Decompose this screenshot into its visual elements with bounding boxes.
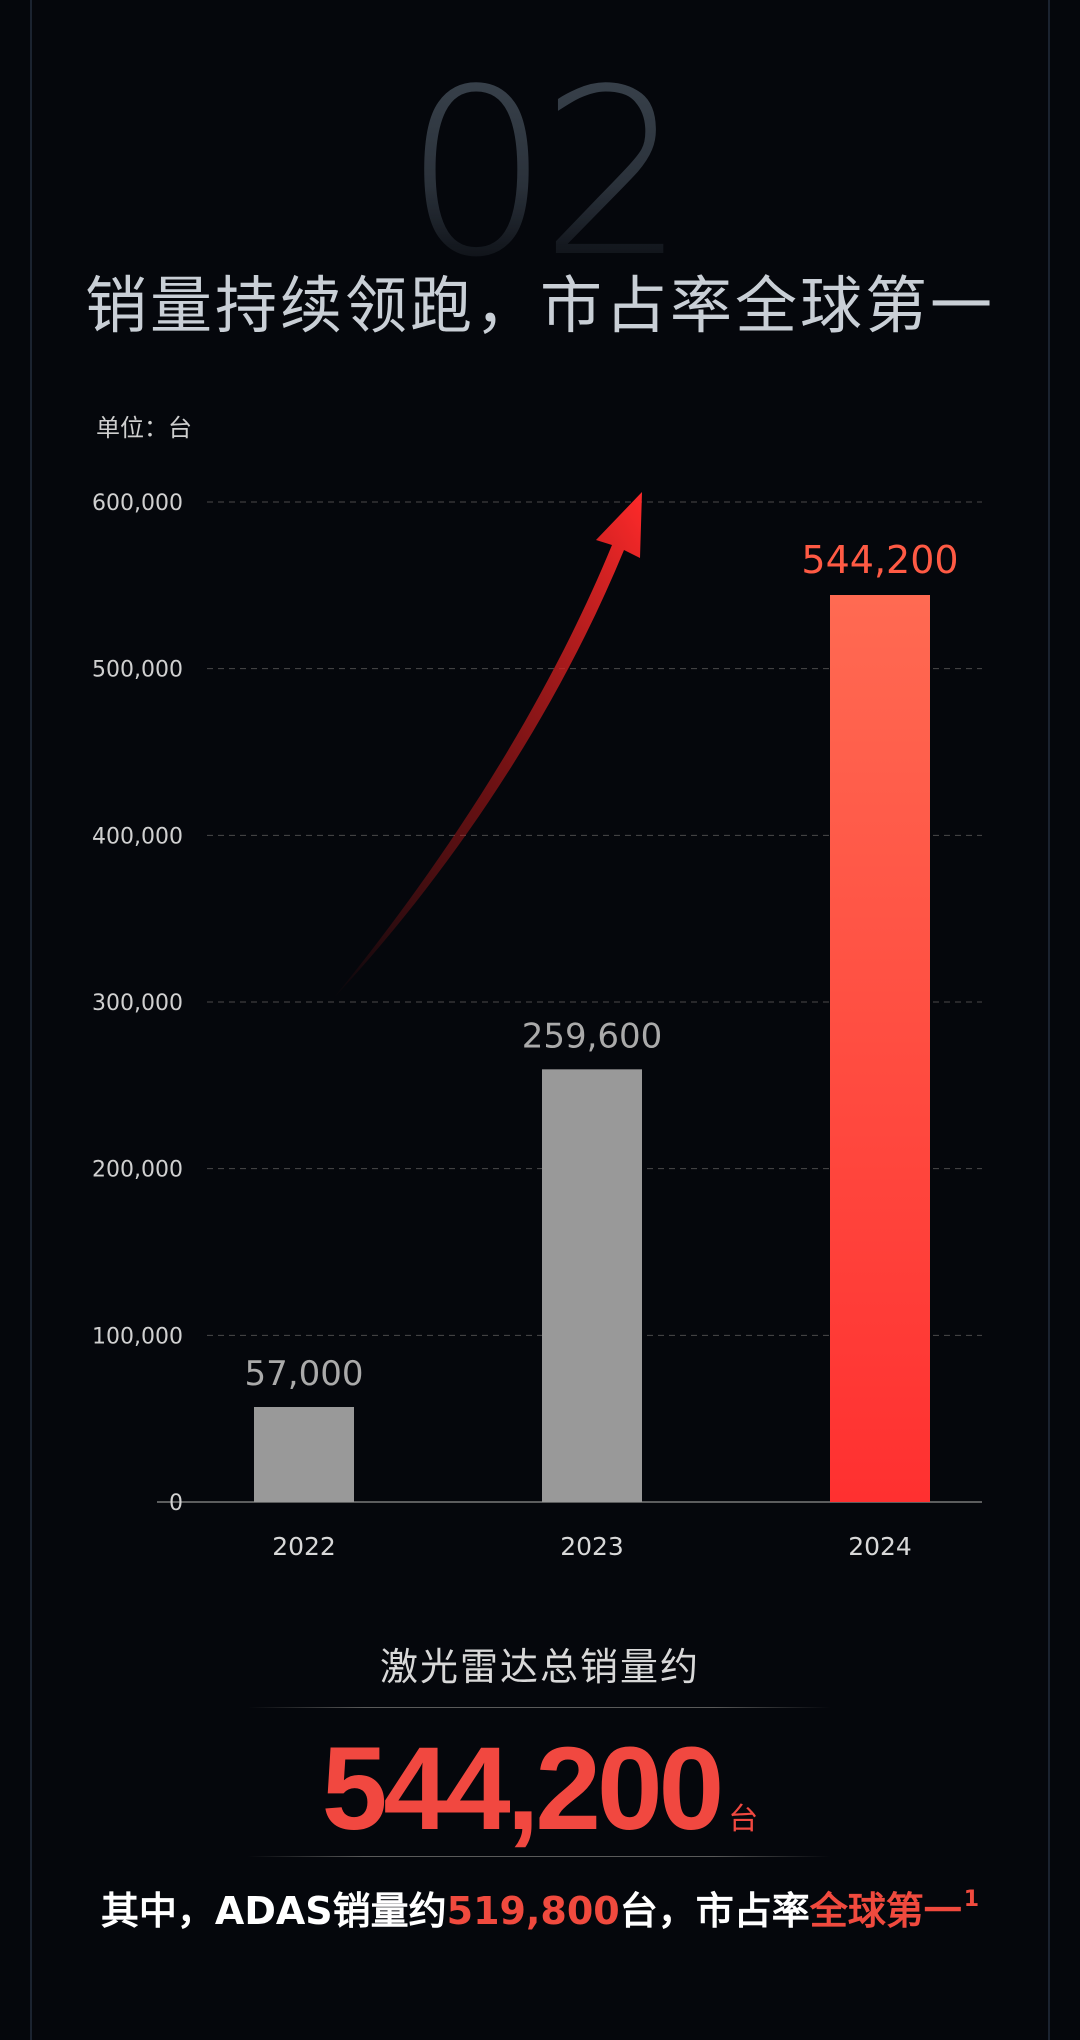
frame-line-right — [1048, 0, 1050, 2040]
unit-label: 单位：台 — [96, 414, 192, 442]
total-sales-value: 544,200 — [321, 1723, 725, 1855]
note-prefix: 其中，ADAS销量约 — [100, 1889, 447, 1933]
total-sales: 544,200 台 — [0, 1730, 1080, 1848]
headline: 销量持续领跑，市占率全球第一 — [84, 269, 995, 342]
y-tick-label: 500,000 — [92, 658, 183, 683]
y-tick-label: 200,000 — [92, 1158, 183, 1183]
summary-divider-top — [248, 1707, 830, 1708]
frame-line-left — [30, 0, 32, 2040]
section-number: 02 — [0, 60, 1080, 290]
summary-label: 激光雷达总销量约 — [379, 1645, 700, 1689]
y-tick-label: 400,000 — [92, 824, 183, 849]
note-mid: 台，市占率 — [619, 1889, 810, 1933]
summary-divider-bottom — [248, 1856, 830, 1857]
note-highlight: 全球第一 — [809, 1889, 962, 1933]
bar-2023 — [542, 1069, 642, 1502]
y-tick-label: 0 — [169, 1491, 183, 1516]
value-label-2024: 544,200 — [801, 538, 958, 582]
x-tick-label: 2022 — [272, 1532, 336, 1561]
x-tick-label: 2023 — [560, 1532, 624, 1561]
note-footnote: 1 — [963, 1887, 980, 1912]
note-value: 519,800 — [446, 1889, 620, 1933]
y-tick-label: 600,000 — [92, 491, 183, 516]
bar-2024 — [830, 595, 930, 1502]
bar-chart: 0 100,000 200,000 300,000 400,000 500,000 600,… — [92, 491, 982, 1561]
total-sales-unit: 台 — [728, 1802, 759, 1837]
x-tick-label: 2024 — [848, 1532, 912, 1561]
bar-2022 — [254, 1407, 354, 1502]
y-tick-label: 100,000 — [92, 1324, 183, 1349]
adas-note: 其中，ADAS销量约519,800台，市占率全球第一1 — [0, 1880, 1080, 1935]
value-label-2023: 259,600 — [522, 1016, 663, 1056]
trend-arrow — [332, 492, 642, 1000]
value-label-2022: 57,000 — [245, 1354, 364, 1394]
y-tick-label: 300,000 — [92, 991, 183, 1016]
